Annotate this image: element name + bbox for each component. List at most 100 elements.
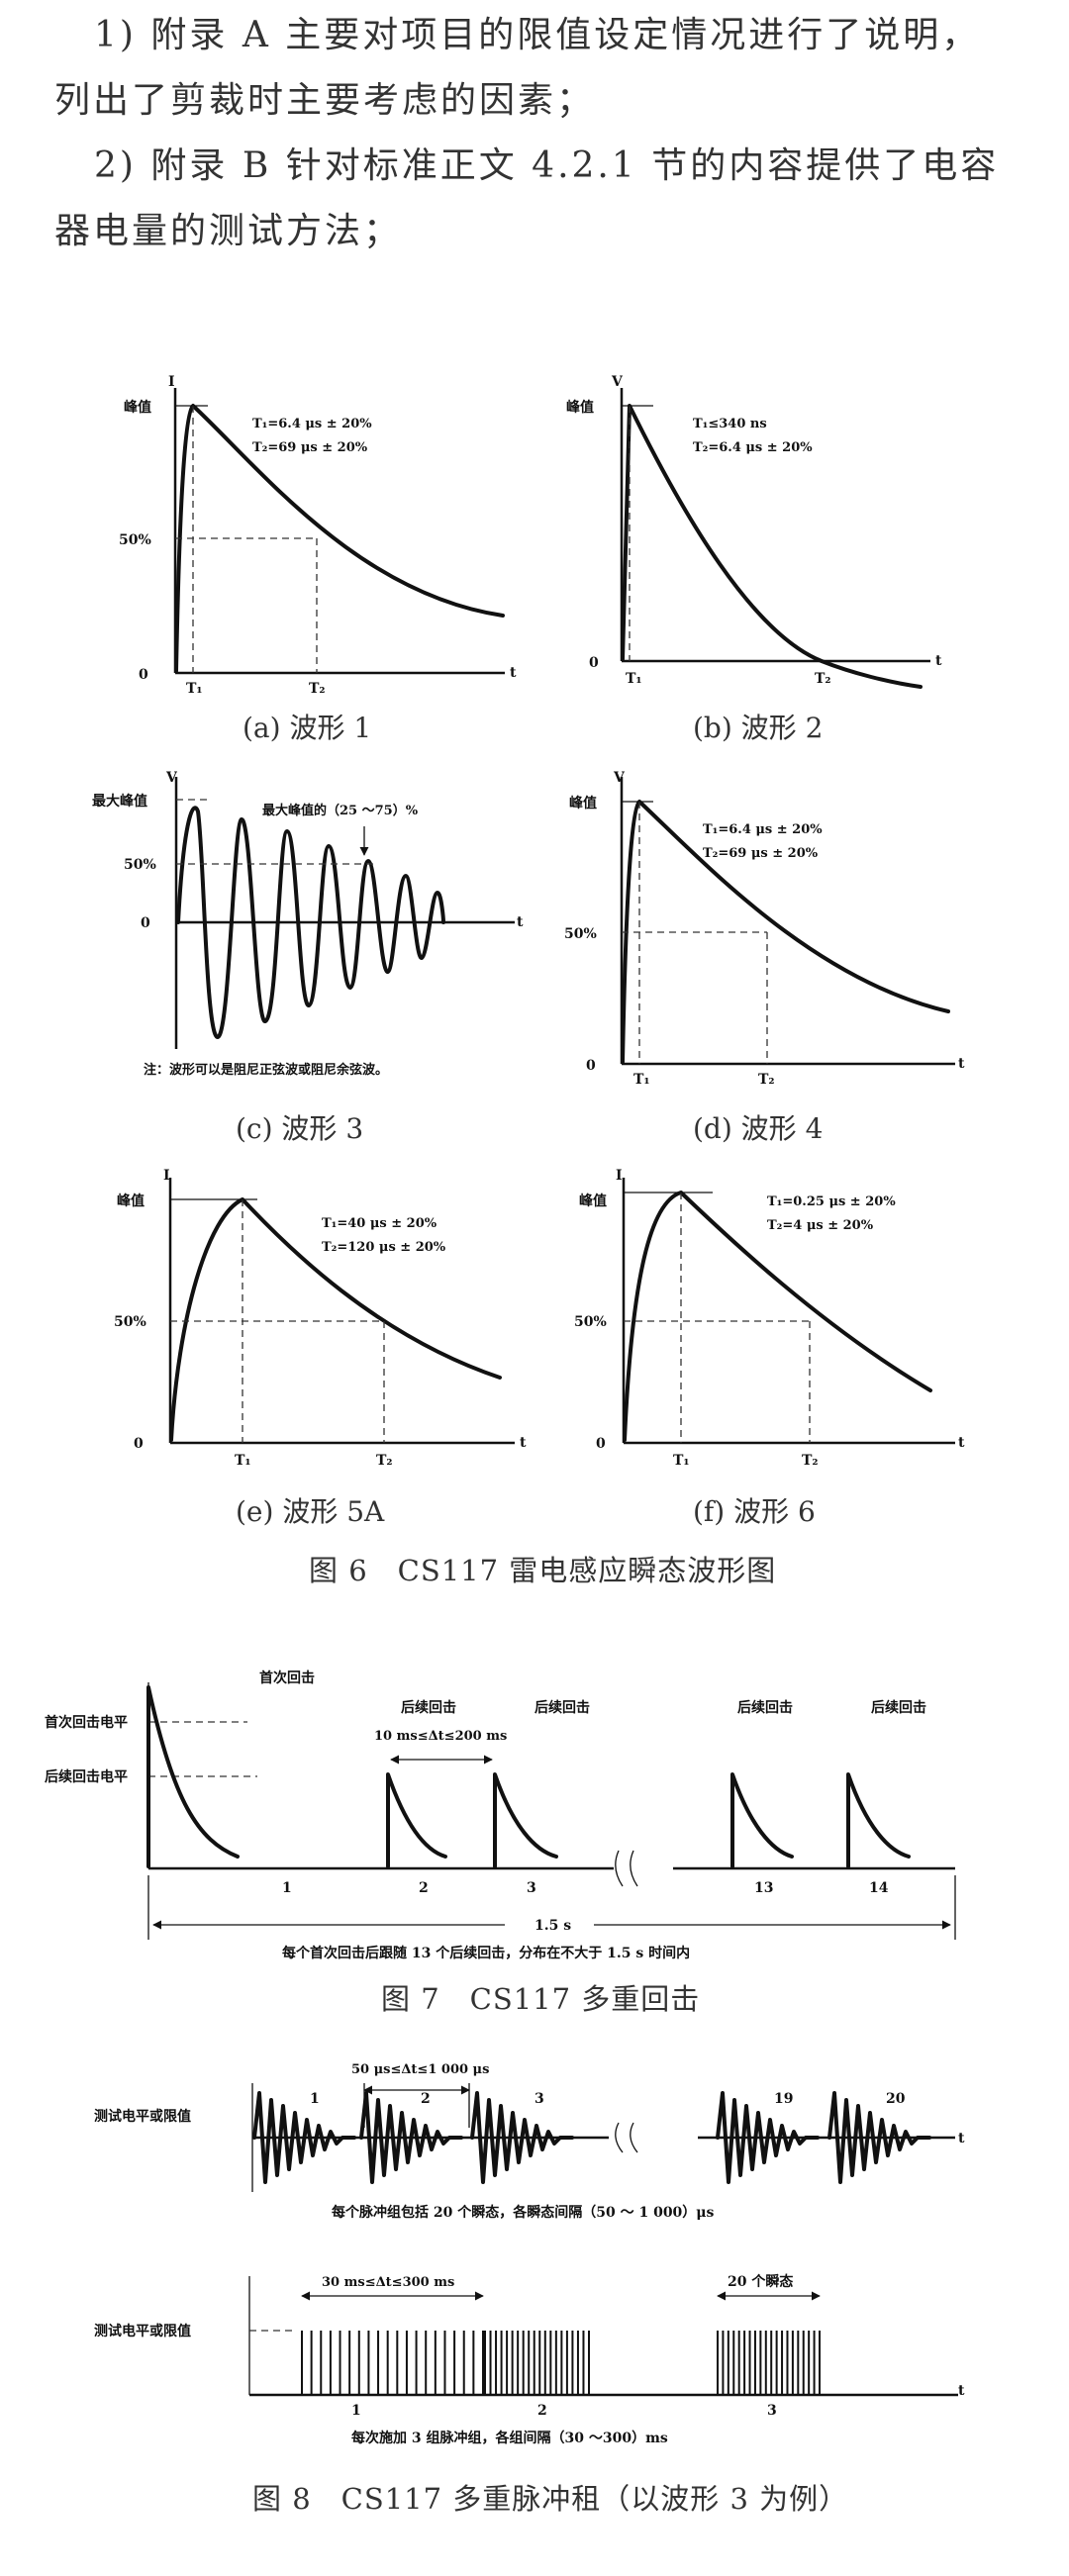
peak-label: 峰值 [569,795,597,811]
first-stroke [146,1685,240,1868]
note-1: 每个脉冲组包括 20 个瞬态，各瞬态间隔（50 ～ 1 000）μs [332,2204,715,2221]
subcaption: (e) 波形 5A [236,1495,385,1528]
subsequent-stroke-label-3: 后续回击 [737,1699,793,1716]
t1-label: T₁ [626,671,642,687]
transient-number-20: 20 [886,2091,906,2107]
param-t1: T₁=6.4 μs ± 20% [252,417,372,431]
t2-label: T₂ [758,1072,775,1088]
stroke-number-13: 13 [754,1880,773,1896]
t2-label: T₂ [309,681,326,697]
waveform-6-panel: I 峰值 50% 0 t T₁ T₂ T₁=0.25 μs ± 20% T₂=4… [574,1168,965,1528]
span-label: 1.5 s [534,1918,571,1934]
param-t2: T₂=69 μs ± 20% [252,440,368,455]
subsequent-stroke-label-2: 后续回击 [534,1699,590,1716]
first-stroke-label: 首次回击 [259,1670,315,1686]
waveform-1-panel: I 峰值 50% 0 t T₁ T₂ T₁=6.4 μs ± 20% T₂=69… [119,374,517,744]
figure-7-multiple-strokes: 首次回击电平 后续回击电平 首次回击 后续回击 后续回击 后续回击 后续回击 1… [45,1670,956,1961]
param-t2: T₂=4 μs ± 20% [767,1218,874,1233]
paragraph-1-line-1: 1) 附录 A 主要对项目的限值设定情况进行了说明， [94,15,981,55]
burst-group-2 [484,2331,590,2395]
y-axis-label: I [616,1168,623,1184]
figure-8-transient-train: 测试电平或限值 50 μs≤Δt≤1 000 μs 1 2 3 19 20 t … [94,2062,965,2221]
axis-break [615,1850,638,1887]
peak-label: 峰值 [117,1193,145,1209]
stroke-2 [386,1772,447,1868]
t-label: t [958,2383,965,2399]
t-label: t [958,2131,965,2147]
param-t1: T₁=40 μs ± 20% [322,1216,437,1231]
subcaption: (a) 波形 1 [243,712,371,744]
t-label: t [935,653,942,669]
level-label: 测试电平或限值 [94,2108,191,2125]
t-label: t [510,665,517,681]
stroke-3 [493,1772,558,1868]
figure-6-caption: 图 6 CS117 雷电感应瞬态波形图 [309,1554,776,1587]
stroke-number-3: 3 [527,1880,536,1896]
waveform-curve [621,800,950,1064]
paragraph-2-line-2: 器电量的测试方法； [54,211,403,251]
waveform-curve [169,1197,502,1442]
t1-label: T₁ [186,681,203,697]
transient-number-2: 2 [421,2091,431,2107]
transient-number-1: 1 [310,2091,320,2107]
stroke-number-14: 14 [869,1880,889,1896]
zero-label: 0 [141,915,150,931]
t1-label: T₁ [673,1453,690,1469]
waveform-curve [174,404,505,673]
waveform-curve [176,806,445,1040]
burst-group-3 [717,2331,821,2395]
transient-20 [827,2091,931,2184]
param-t1: T₁=6.4 μs ± 20% [703,822,823,837]
level-label: 测试电平或限值 [94,2323,191,2339]
waveform-3-panel: V 最大峰值 50% 0 t 最大峰值的（25 ～75）% 注：波形可以是阻尼正… [92,770,524,1145]
paragraph-1-line-2: 列出了剪裁时主要考虑的因素； [54,80,596,121]
half-label: 50% [574,1314,607,1330]
figure-8-burst-groups: 测试电平或限值 30 ms≤Δt≤300 ms 20 个瞬态 1 2 3 t 每… [94,2273,965,2446]
half-label: 50% [114,1314,146,1330]
stroke-14 [846,1772,911,1868]
group-number-3: 3 [767,2403,777,2419]
subsequent-level-label: 后续回击电平 [45,1768,128,1785]
note-2: 每次施加 3 组脉冲组，各组间隔（30 ～300）ms [351,2430,668,2446]
param-t2: T₂=69 μs ± 20% [703,846,819,861]
transient-1 [252,2091,356,2184]
annotation: 最大峰值的（25 ～75）% [262,803,419,818]
stroke-number-1: 1 [282,1880,292,1896]
paragraph-2-line-1: 2) 附录 B 针对标准正文 4.2.1 节的内容提供了电容 [94,145,1000,186]
group-number-2: 2 [537,2403,547,2419]
note: 注：波形可以是阻尼正弦波或阻尼余弦波。 [144,1062,388,1078]
y-axis-label: V [613,770,626,786]
stroke-13 [730,1772,794,1868]
waveform-4-panel: V 峰值 50% 0 t T₁ T₂ T₁=6.4 μs ± 20% T₂=69… [564,770,965,1145]
half-label: 50% [119,532,151,548]
interval-label: 50 μs≤Δt≤1 000 μs [351,2062,489,2077]
subcaption: (c) 波形 3 [236,1112,363,1145]
figure-7-caption: 图 7 CS117 多重回击 [381,1982,700,2016]
transient-number-3: 3 [534,2091,544,2107]
t-label: t [520,1435,527,1451]
param-t2: T₂=6.4 μs ± 20% [693,440,813,455]
y-axis-label: V [165,770,178,786]
half-label: 50% [564,926,597,942]
count-label: 20 个瞬态 [728,2273,793,2290]
zero-label: 0 [589,655,599,671]
t-label: t [517,914,524,930]
t1-label: T₁ [235,1453,251,1469]
zero-label: 0 [139,667,148,683]
figure-8-caption: 图 8 CS117 多重脉冲租（以波形 3 为例） [252,2482,848,2516]
t-label: t [958,1435,965,1451]
burst-group-1 [301,2331,484,2395]
zero-label: 0 [596,1436,606,1452]
transient-3 [470,2091,574,2184]
t2-label: T₂ [802,1453,819,1469]
zero-label: 0 [586,1058,596,1074]
param-t1: T₁=0.25 μs ± 20% [767,1194,896,1209]
peak-label: 最大峰值 [92,793,147,810]
t-label: t [958,1056,965,1072]
transient-19 [716,2091,820,2184]
figure-7-note: 每个首次回击后跟随 13 个后续回击，分布在不大于 1.5 s 时间内 [282,1945,690,1961]
axis-break [615,2122,638,2153]
param-t2: T₂=120 μs ± 20% [322,1240,446,1255]
subsequent-stroke-label-4: 后续回击 [871,1699,926,1716]
